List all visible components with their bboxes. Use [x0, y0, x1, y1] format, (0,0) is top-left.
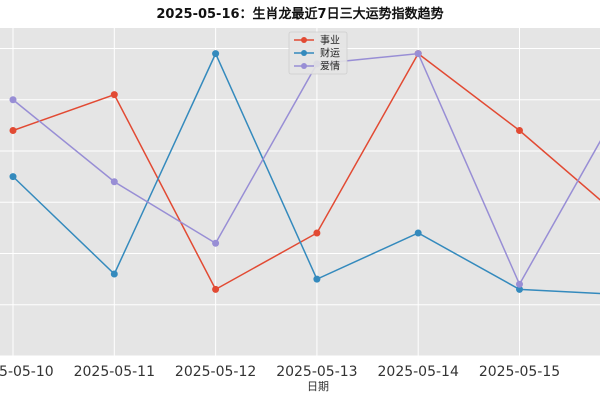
data-point	[313, 275, 321, 283]
legend-label: 事业	[320, 34, 340, 47]
data-point	[9, 96, 17, 104]
x-tick-label: 2025-05-15	[479, 364, 560, 380]
data-point	[516, 280, 523, 288]
data-point	[212, 285, 220, 293]
legend-swatch-marker	[301, 50, 307, 56]
data-point	[110, 270, 118, 278]
data-point	[9, 173, 17, 181]
data-point	[110, 178, 118, 186]
series-group	[9, 50, 600, 295]
x-tick-label: 2025-05-11	[74, 364, 155, 380]
x-tick-label: 2025-05-12	[175, 364, 256, 380]
data-point	[516, 285, 523, 293]
chart-title: 2025-05-16：生肖龙最近7日三大运势指数趋势	[156, 6, 443, 22]
x-tick-label: 2025-05-13	[276, 364, 357, 380]
x-axis-ticks: 2025-05-10 2025-05-11 2025-05-12 2025-05-13…	[0, 364, 560, 380]
x-tick-label: 2025-05-10	[0, 364, 54, 380]
x-tick-label: 2025-05-14	[378, 364, 459, 380]
data-point	[9, 127, 17, 134]
legend-swatch-marker	[301, 37, 307, 43]
data-point	[110, 91, 118, 99]
legend-label: 爱情	[320, 60, 340, 73]
plot-area	[0, 28, 600, 356]
data-point	[212, 50, 220, 58]
legend-label: 财运	[320, 47, 340, 60]
legend-item: 财运	[294, 47, 340, 60]
legend-swatch-marker	[301, 63, 307, 69]
data-point	[313, 229, 321, 237]
data-point	[212, 239, 220, 247]
x-axis-label: 日期	[307, 380, 329, 393]
data-point	[414, 229, 422, 237]
legend-item: 爱情	[294, 60, 340, 73]
data-point	[516, 127, 523, 134]
legend-item: 事业	[294, 34, 340, 47]
data-point	[414, 50, 422, 58]
series-2	[9, 50, 600, 295]
